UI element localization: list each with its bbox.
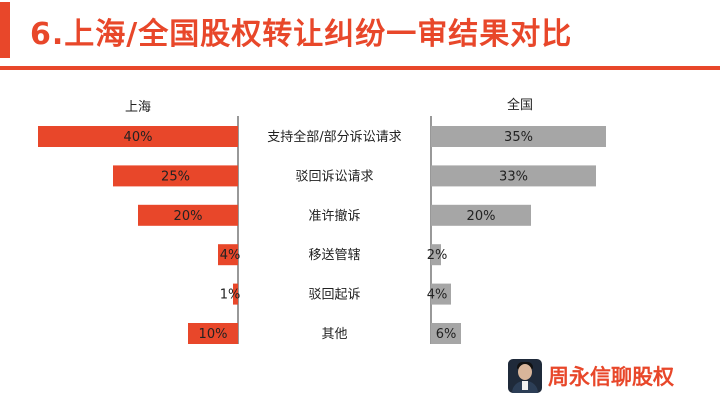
value-label-left-2: 25% <box>161 169 190 184</box>
slide-title: 6.上海/全国股权转让纠纷一审结果对比 <box>30 17 573 52</box>
value-label-left-4: 4% <box>220 248 241 263</box>
value-label-right-1: 35% <box>504 130 533 145</box>
bar-right-5 <box>431 283 451 305</box>
bar-left-1 <box>38 126 238 147</box>
brand-name: 周永信聊股权 <box>548 365 674 389</box>
category-label-4: 移送管辖 <box>308 247 360 263</box>
series-label-right: 全国 <box>507 97 533 113</box>
value-label-right-5: 4% <box>427 288 448 303</box>
value-label-left-5: 1% <box>220 288 241 303</box>
value-label-right-2: 33% <box>499 169 528 184</box>
value-label-right-6: 6% <box>436 327 457 342</box>
category-label-5: 驳回起诉 <box>308 288 360 303</box>
author-avatar <box>508 359 542 393</box>
category-label-6: 其他 <box>321 327 347 342</box>
value-label-left-1: 40% <box>124 130 153 145</box>
title-accent-bar <box>0 2 10 58</box>
bar-right-3 <box>431 204 531 226</box>
bar-left-2 <box>113 165 238 187</box>
bar-left-4 <box>218 244 238 266</box>
value-label-right-3: 20% <box>467 209 496 224</box>
category-label-2: 驳回诉讼请求 <box>295 169 373 184</box>
category-label-1: 支持全部/部分诉讼请求 <box>267 129 401 145</box>
bar-right-4 <box>431 244 441 266</box>
category-label-3: 准许撤诉 <box>308 208 360 224</box>
value-label-left-6: 10% <box>199 327 228 342</box>
bar-left-6 <box>188 323 238 344</box>
value-label-right-4: 2% <box>427 248 448 263</box>
value-label-left-3: 20% <box>174 209 203 224</box>
series-label-left: 上海 <box>125 100 151 115</box>
brand-footer: 周永信聊股权 <box>508 356 708 396</box>
bar-left-3 <box>138 204 238 226</box>
bar-right-6 <box>431 323 461 344</box>
title-underline <box>0 66 720 70</box>
bar-right-1 <box>431 126 606 147</box>
bar-right-2 <box>431 165 596 187</box>
bar-left-5 <box>233 283 238 305</box>
